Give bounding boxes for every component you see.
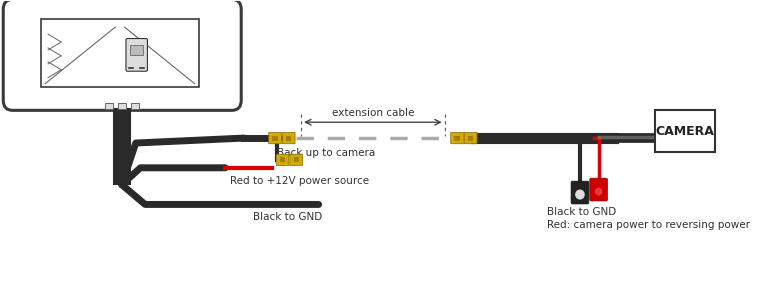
FancyBboxPatch shape — [117, 103, 126, 109]
FancyBboxPatch shape — [104, 103, 113, 109]
Text: Red: camera power to reversing power: Red: camera power to reversing power — [547, 220, 750, 230]
FancyBboxPatch shape — [131, 103, 139, 109]
FancyBboxPatch shape — [468, 136, 473, 140]
FancyBboxPatch shape — [126, 39, 147, 71]
FancyBboxPatch shape — [454, 136, 460, 140]
FancyBboxPatch shape — [655, 110, 715, 152]
FancyBboxPatch shape — [590, 178, 608, 201]
Text: Back up to camera: Back up to camera — [276, 148, 375, 158]
FancyBboxPatch shape — [41, 19, 199, 86]
FancyBboxPatch shape — [286, 136, 291, 140]
Text: Red to +12V power source: Red to +12V power source — [230, 176, 369, 186]
FancyBboxPatch shape — [280, 157, 285, 162]
Text: CAMERA: CAMERA — [655, 125, 714, 138]
Text: Black to GND: Black to GND — [254, 212, 323, 223]
Circle shape — [596, 188, 601, 195]
FancyBboxPatch shape — [272, 136, 278, 140]
FancyBboxPatch shape — [269, 132, 281, 144]
FancyBboxPatch shape — [451, 132, 464, 144]
FancyBboxPatch shape — [294, 157, 299, 162]
FancyBboxPatch shape — [3, 0, 241, 110]
Text: extension cable: extension cable — [332, 108, 414, 118]
FancyBboxPatch shape — [290, 154, 302, 166]
Text: Black to GND: Black to GND — [547, 207, 616, 218]
FancyBboxPatch shape — [283, 132, 295, 144]
FancyBboxPatch shape — [130, 45, 143, 55]
FancyBboxPatch shape — [571, 181, 589, 204]
Circle shape — [576, 190, 584, 199]
FancyBboxPatch shape — [276, 154, 289, 166]
FancyBboxPatch shape — [464, 132, 477, 144]
